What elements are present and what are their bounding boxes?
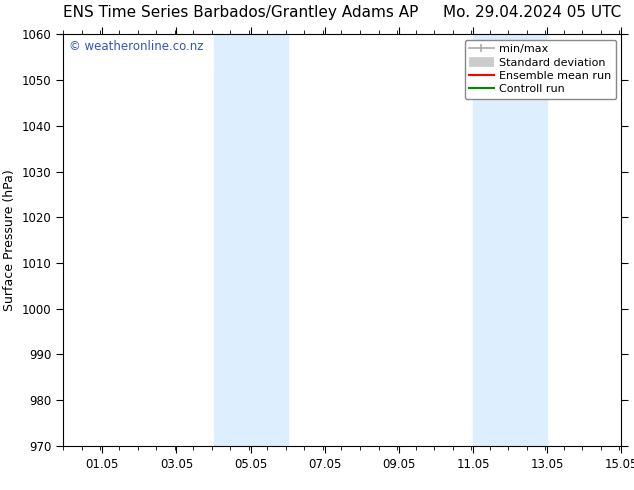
Legend: min/max, Standard deviation, Ensemble mean run, Controll run: min/max, Standard deviation, Ensemble me… [465, 40, 616, 99]
Bar [214, 34, 288, 446]
Text: Mo. 29.04.2024 05 UTC: Mo. 29.04.2024 05 UTC [443, 4, 621, 20]
Text: ENS Time Series Barbados/Grantley Adams AP: ENS Time Series Barbados/Grantley Adams … [63, 4, 419, 20]
Bar [473, 34, 547, 446]
Text: © weatheronline.co.nz: © weatheronline.co.nz [69, 41, 204, 53]
Y-axis label: Surface Pressure (hPa): Surface Pressure (hPa) [3, 169, 16, 311]
